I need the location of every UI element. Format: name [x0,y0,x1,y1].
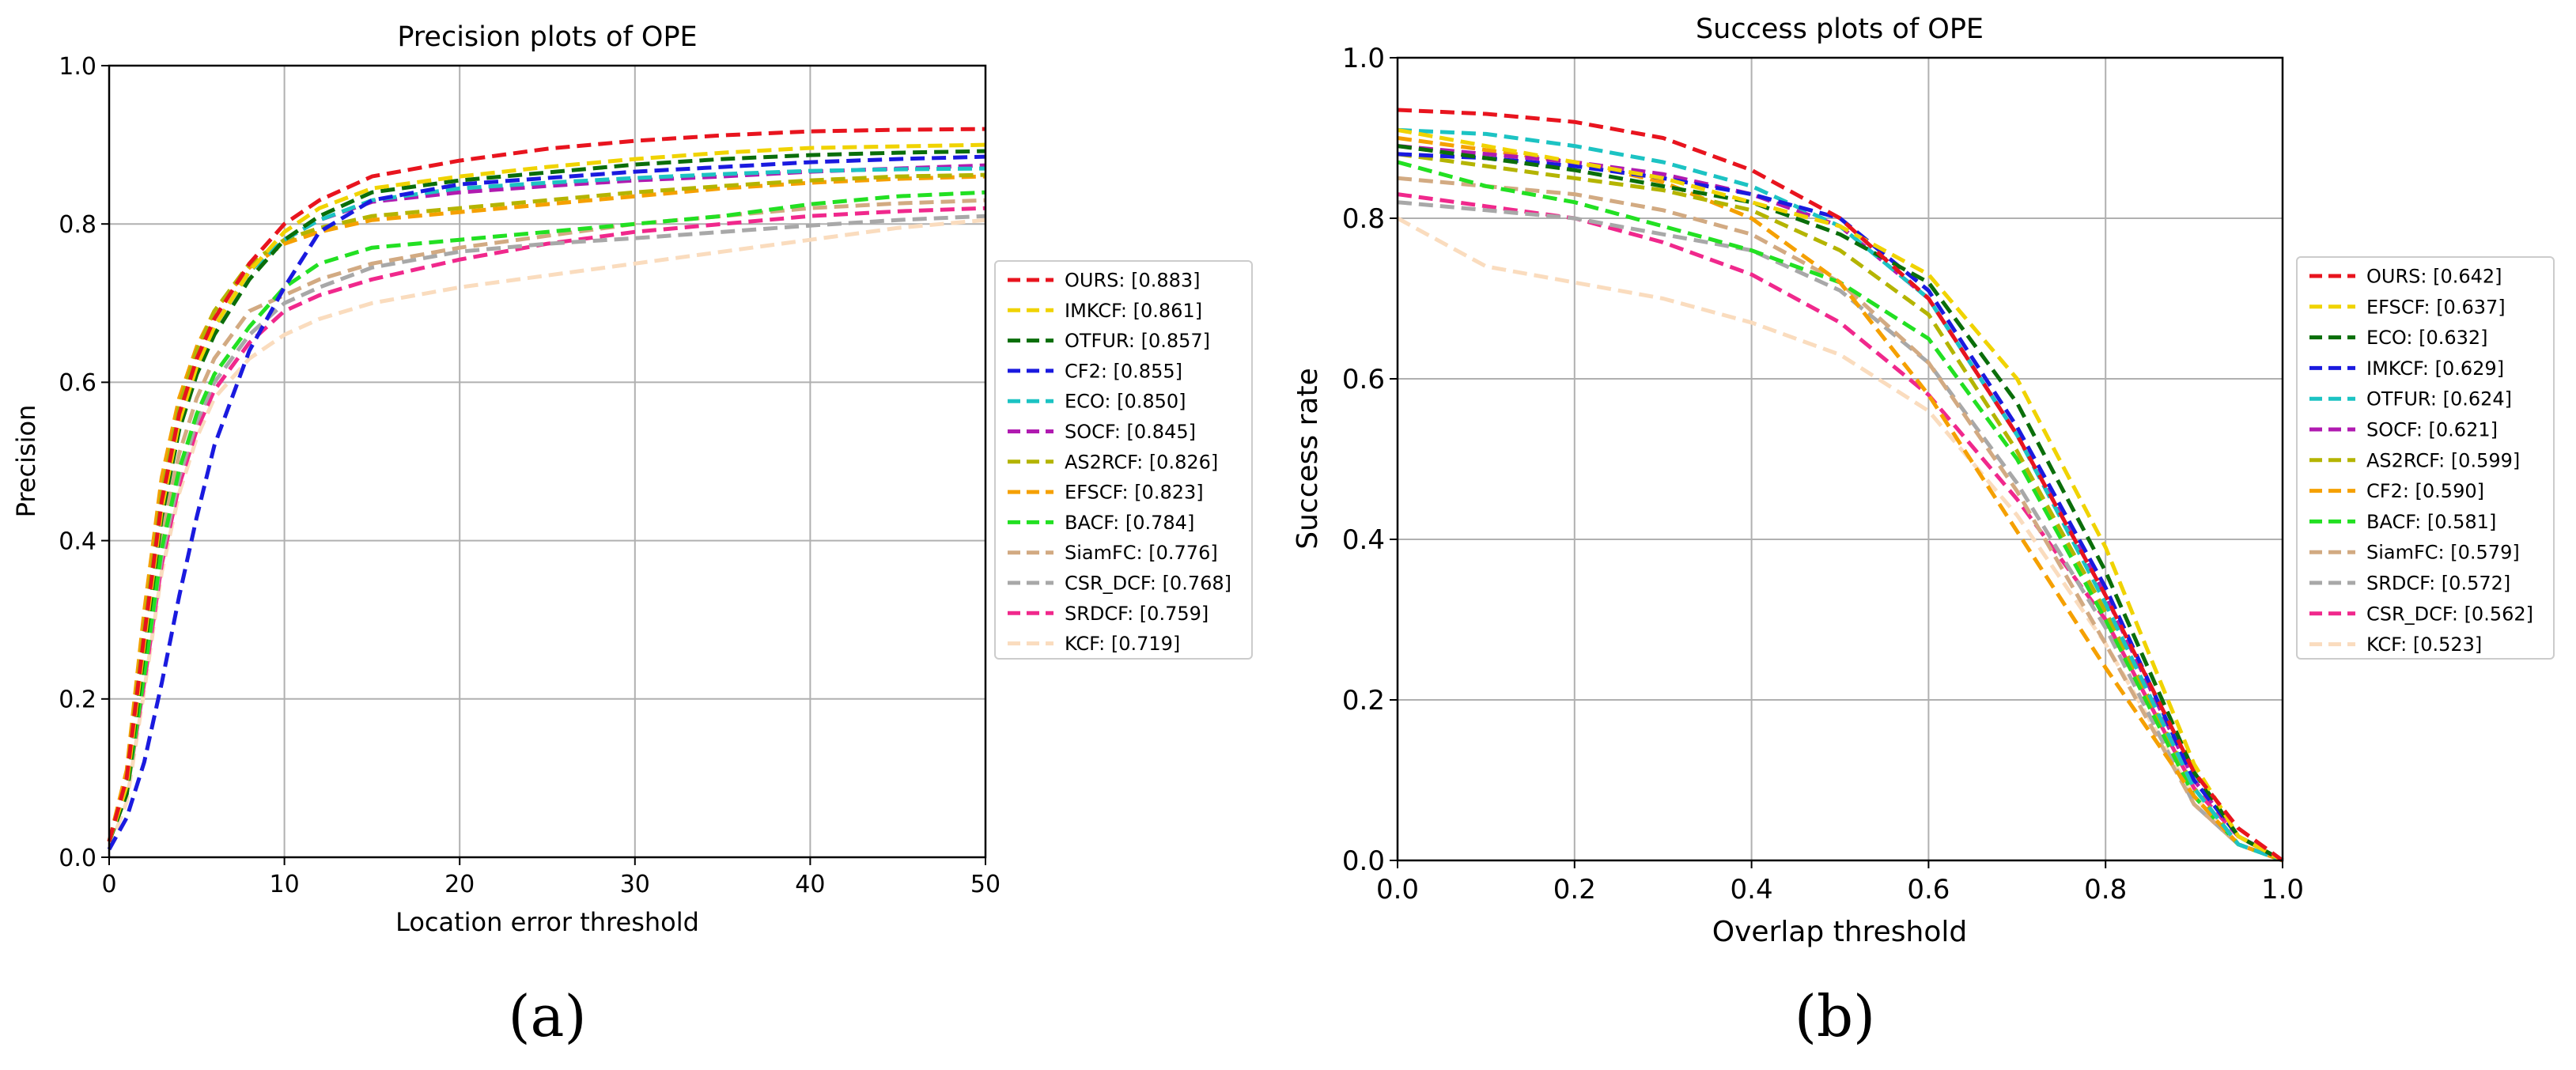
success-y-tick-label: 0.2 [1342,685,1385,716]
success-legend-label: KCF: [0.523] [2366,633,2482,656]
success-series-line [1397,136,2283,863]
success-series-line [1397,200,2283,863]
precision-series-line [107,190,986,842]
success-legend-label: CSR_DCF: [0.562] [2366,603,2533,625]
success-series-lines [1396,108,2284,863]
success-x-axis-label: Overlap threshold [1712,916,1968,948]
caption-b: (b) [1795,983,1875,1049]
success-y-ticks: 0.0 0.2 0.4 0.6 0.8 1.0 [1342,43,1398,877]
success-y-tick-label: 0.0 [1342,845,1385,877]
success-x-ticks: 0.0 0.2 0.4 0.6 0.8 1.0 [1376,860,2304,906]
precision-legend-label: SOCF: [0.845] [1065,421,1196,443]
success-y-tick-label: 1.0 [1342,43,1385,74]
success-y-tick-label: 0.8 [1342,203,1385,235]
success-legend-label: IMKCF: [0.629] [2366,357,2504,380]
precision-series-line [107,163,986,842]
precision-legend-label: AS2RCF: [0.826] [1065,451,1218,473]
precision-series-line [107,174,986,842]
precision-legend: OURS: [0.883] IMKCF: [0.861] OTFUR: [0.857… [994,260,1253,660]
precision-legend-label: BACF: [0.784] [1065,512,1194,534]
precision-legend-label: IMKCF: [0.861] [1065,300,1202,322]
precision-series-lines [107,127,986,851]
success-series-line [1397,108,2284,863]
success-y-tick-label: 0.6 [1342,364,1385,395]
precision-y-ticks: 0.0 0.2 0.4 0.6 0.8 1.0 [59,53,109,872]
precision-y-tick-label: 0.8 [59,211,96,239]
precision-y-tick-label: 1.0 [59,53,96,81]
precision-series-line [107,154,986,851]
success-series-line [1397,127,2283,863]
precision-legend-box [994,260,1253,660]
success-series-line [1397,192,2284,863]
precision-series-line [107,217,986,850]
success-legend-label: OURS: [0.642] [2366,266,2502,288]
precision-series-line [107,214,986,842]
success-series-line [1397,127,2284,863]
success-series-line [1397,152,2284,863]
success-legend-label: CF2: [0.590] [2366,480,2484,502]
success-legend: OURS: [0.642] EFSCF: [0.637] ECO: [0.632] I… [2296,256,2555,660]
precision-y-tick-label: 0.2 [59,686,96,714]
success-x-tick-label: 0.4 [1731,874,1773,906]
precision-chart-title: Precision plots of OPE [397,21,697,53]
success-y-axis-label: Success rate [1292,368,1324,549]
success-legend-label: BACF: [0.581] [2366,511,2496,533]
success-x-tick-label: 0.8 [2084,874,2127,906]
success-legend-box [2296,256,2555,660]
success-plot-frame [1396,56,2284,862]
success-legend-label: AS2RCF: [0.599] [2366,449,2520,471]
precision-x-axis-label: Location error threshold [395,907,699,937]
precision-y-tick-label: 0.4 [59,527,96,555]
success-y-tick-label: 0.4 [1342,524,1385,556]
success-x-tick-label: 0.2 [1553,874,1596,906]
success-x-tick-label: 0.6 [1907,874,1950,906]
precision-series-line [107,127,986,842]
precision-plot-frame [108,64,987,859]
precision-series-line [107,142,986,842]
precision-series-line [107,166,986,842]
success-chart-title: Success plots of OPE [1696,13,1984,45]
precision-y-axis-label: Precision [11,405,41,518]
precision-legend-label: CSR_DCF: [0.768] [1065,573,1231,595]
success-legend-label: EFSCF: [0.637] [2366,296,2506,318]
success-legend-label: OTFUR: [0.624] [2366,388,2512,410]
precision-legend-label: KCF: [0.719] [1065,633,1180,655]
precision-grid [109,66,985,857]
precision-y-tick-label: 0.6 [59,369,96,397]
success-legend-label: SRDCF: [0.572] [2366,573,2510,595]
precision-legend-label: OTFUR: [0.857] [1065,330,1210,352]
precision-legend-label: ECO: [0.850] [1065,391,1186,413]
success-series-line [1397,176,2283,863]
precision-y-tick-label: 0.0 [59,845,96,872]
success-series-line [1396,216,2283,863]
success-series-line [1397,144,2284,863]
precision-x-tick-label: 30 [620,871,650,898]
precision-x-tick-label: 50 [970,871,1001,898]
caption-a: (a) [508,983,586,1049]
precision-legend-label: OURS: [0.883] [1065,270,1201,292]
precision-plot-panel: Precision plots of OPE 0 10 20 30 40 50 0.00.… [11,21,1253,1049]
precision-x-tick-label: 0 [101,871,116,898]
success-x-tick-label: 1.0 [2261,874,2304,906]
success-legend-label: ECO: [0.632] [2366,327,2488,349]
success-x-tick-label: 0.0 [1376,874,1419,906]
precision-x-tick-label: 10 [270,871,300,898]
success-legend-label: SiamFC: [0.579] [2366,542,2520,564]
precision-legend-label: SiamFC: [0.776] [1065,542,1218,564]
success-plot-panel: Success plots of OPE 0.0 0.2 0.4 0.6 0.8 1.0 … [1292,13,2555,1049]
precision-x-tick-label: 40 [795,871,825,898]
precision-x-tick-label: 20 [444,871,475,898]
precision-x-ticks: 0 10 20 30 40 50 [101,857,1001,898]
precision-legend-label: EFSCF: [0.823] [1065,482,1204,504]
success-legend-label: SOCF: [0.621] [2366,419,2498,441]
precision-legend-label: SRDCF: [0.759] [1065,603,1209,625]
precision-legend-label: CF2: [0.855] [1065,360,1182,382]
